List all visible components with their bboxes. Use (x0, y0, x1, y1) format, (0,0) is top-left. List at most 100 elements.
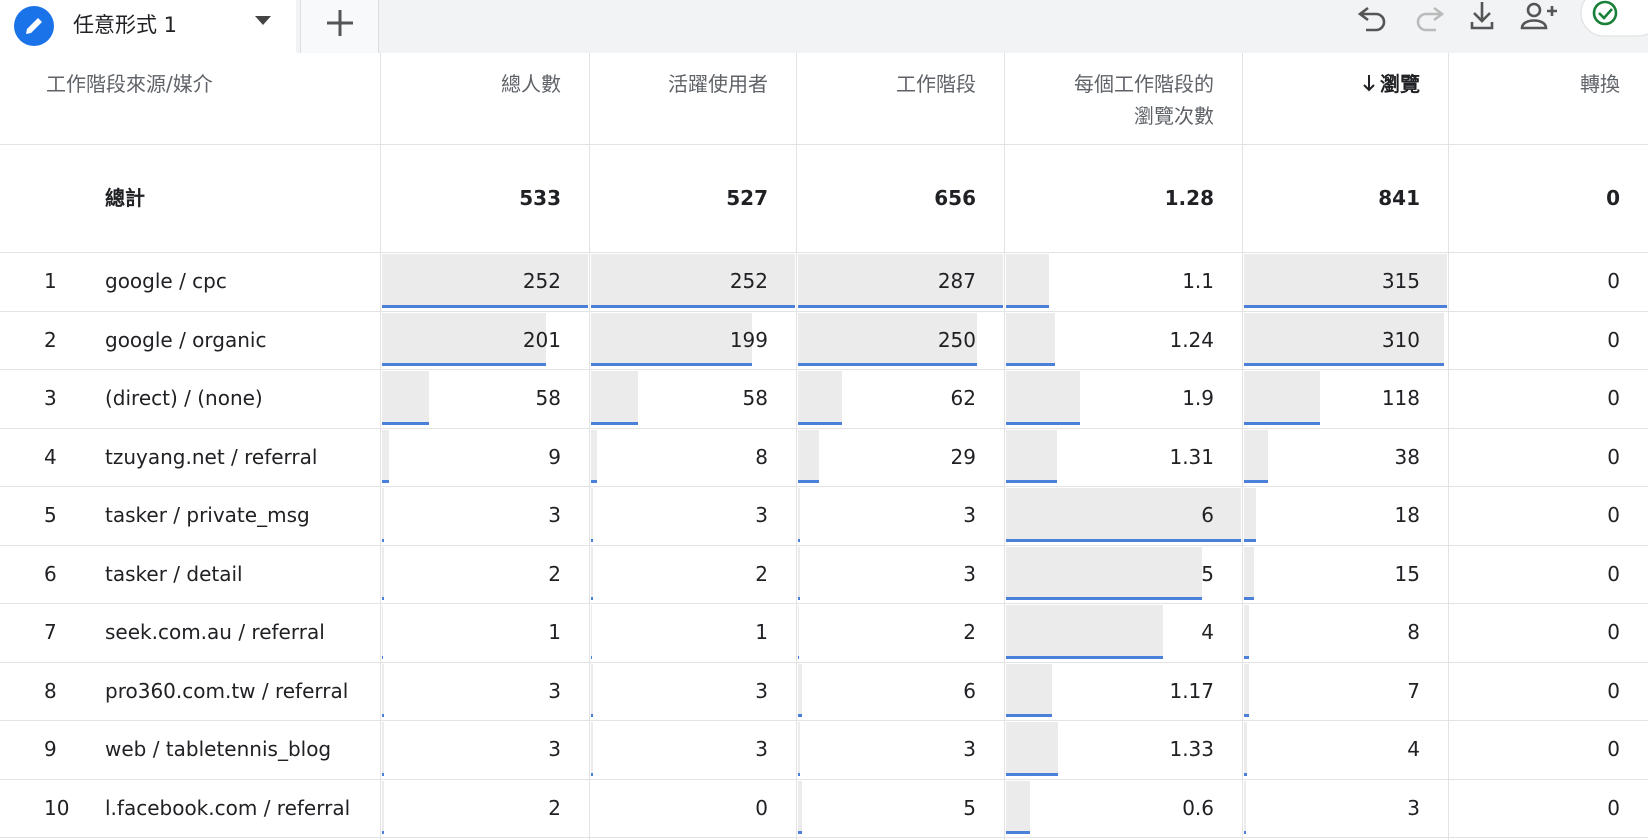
row-value: 3 (963, 561, 976, 586)
value-bar (1244, 605, 1250, 659)
row-divider (0, 778, 1648, 780)
row-source: web / tabletennis_blog (105, 737, 332, 761)
share[interactable] (1520, 2, 1557, 30)
value-bar (382, 429, 390, 483)
row-value: 3 (548, 678, 561, 703)
row-divider (0, 720, 1648, 721)
edit-icon[interactable] (12, 4, 56, 48)
row-rank: 3 (44, 386, 57, 410)
row-value: 1.1 (1182, 269, 1214, 293)
value-bar (798, 605, 800, 659)
row-value: 1 (548, 620, 561, 644)
row-value: 0.6 (1182, 795, 1214, 820)
value-bar (1244, 488, 1256, 542)
row-value: 0 (1607, 503, 1620, 527)
value-bar (382, 722, 385, 776)
value-bar (798, 312, 977, 366)
row-value: 0 (1607, 737, 1620, 761)
add-tab[interactable] (300, 0, 379, 53)
row-divider (0, 603, 1648, 604)
column-divider (380, 53, 381, 840)
row-value: 250 (937, 327, 976, 352)
redo[interactable] (1416, 6, 1445, 32)
column-header: 活躍使用者 (668, 72, 768, 96)
value-bar (591, 605, 592, 659)
value-bar (798, 371, 843, 425)
total-value: 841 (1378, 186, 1420, 210)
row-divider (0, 486, 1648, 487)
value-bar (1006, 722, 1059, 776)
column-header: 總人數 (501, 72, 561, 96)
value-bar (1244, 312, 1444, 366)
value-bar (1006, 663, 1052, 717)
row-value: 1 (755, 620, 768, 644)
row-divider (0, 252, 1648, 253)
row-value: 0 (1607, 678, 1620, 703)
value-bar (798, 429, 819, 483)
row-source: google / organic (105, 327, 267, 352)
column-header: 工作階段來源/媒介 (46, 72, 213, 96)
row-value: 2 (755, 561, 768, 586)
row-value: 58 (742, 386, 768, 410)
row-value: 3 (548, 737, 561, 761)
row-value: 1.24 (1169, 327, 1214, 352)
value-bar (1006, 254, 1050, 308)
value-bar (1244, 429, 1269, 483)
row-value: 252 (522, 269, 561, 293)
row-divider (0, 144, 1648, 145)
column-divider (796, 53, 797, 840)
value-bar (591, 488, 594, 542)
row-value: 0 (1607, 561, 1620, 586)
value-bar (1244, 546, 1254, 600)
row-value: 2 (548, 795, 561, 820)
total-value: 656 (934, 186, 976, 210)
value-bar (1006, 312, 1055, 366)
value-bar (1006, 546, 1202, 600)
row-value: 7 (1407, 678, 1420, 703)
toolbar (1357, 0, 1648, 37)
row-divider (0, 369, 1648, 370)
row-value: 58 (535, 386, 561, 410)
value-bar (1244, 780, 1246, 834)
total-value: 1.28 (1164, 186, 1214, 210)
row-source: (direct) / (none) (105, 386, 263, 410)
column-header: 瀏覽 (1380, 72, 1420, 96)
row-value: 1.33 (1169, 737, 1214, 761)
value-bar (1006, 371, 1081, 425)
row-rank: 9 (44, 737, 57, 761)
row-rank: 5 (44, 503, 57, 527)
row-value: 9 (548, 444, 561, 469)
row-value: 8 (755, 444, 768, 469)
save-status[interactable] (1592, 0, 1618, 26)
row-value: 8 (1407, 620, 1420, 644)
row-rank: 6 (44, 561, 57, 586)
row-value: 252 (729, 269, 768, 293)
row-value: 3 (755, 737, 768, 761)
value-bar (798, 722, 801, 776)
value-bar (382, 312, 547, 366)
tab-dropdown[interactable] (254, 14, 272, 26)
total-label: 總計 (105, 186, 145, 210)
row-divider (0, 837, 1648, 838)
download[interactable] (1470, 2, 1494, 30)
value-bar (1006, 605, 1163, 659)
value-bar (1006, 488, 1241, 542)
row-source: tasker / detail (105, 561, 243, 586)
row-value: 6 (1201, 503, 1214, 527)
row-value: 0 (1607, 386, 1620, 410)
row-source: pro360.com.tw / referral (105, 678, 349, 703)
value-bar (382, 488, 385, 542)
sort-arrow (1363, 75, 1375, 92)
value-bar (382, 605, 383, 659)
value-bar (591, 546, 593, 600)
undo[interactable] (1357, 6, 1386, 32)
row-rank: 8 (44, 678, 57, 703)
row-source: google / cpc (105, 269, 227, 293)
row-value: 0 (1607, 620, 1620, 644)
value-bar (591, 663, 594, 717)
value-bar (798, 254, 1003, 308)
value-bar (591, 254, 795, 308)
row-value: 3 (963, 503, 976, 527)
column-divider (589, 53, 590, 840)
row-value: 287 (937, 269, 976, 293)
